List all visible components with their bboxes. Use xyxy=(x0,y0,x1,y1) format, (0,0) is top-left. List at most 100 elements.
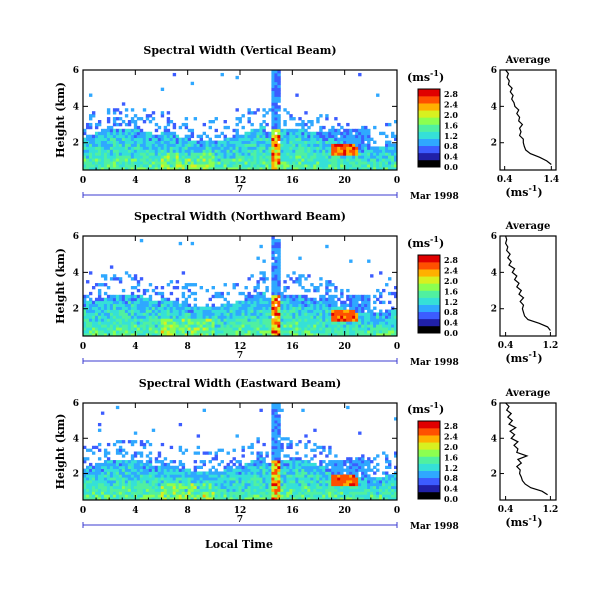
heatmap-cell xyxy=(229,149,233,153)
heatmap-cell xyxy=(196,312,201,316)
heatmap-cell xyxy=(247,158,251,162)
heatmap-cell xyxy=(355,167,359,171)
heatmap-cell xyxy=(142,494,147,498)
heatmap-cell xyxy=(106,300,111,305)
heatmap-cell xyxy=(88,324,93,328)
heatmap-cell xyxy=(298,122,302,127)
heatmap-cell xyxy=(277,125,281,130)
heatmap-cell xyxy=(235,146,239,150)
heatmap-cell xyxy=(172,158,177,162)
heatmap-cell xyxy=(136,131,141,136)
heatmap-cell xyxy=(229,497,233,501)
heatmap-cell xyxy=(94,158,99,162)
heatmap-cell xyxy=(199,155,204,159)
heatmap-cell xyxy=(226,468,230,472)
heatmap-cell xyxy=(97,297,102,302)
heatmap-cell xyxy=(118,468,123,472)
heatmap-cell xyxy=(166,312,171,316)
heatmap-cell xyxy=(262,480,266,484)
heatmap-cell xyxy=(202,152,207,156)
heatmap-cell xyxy=(256,457,260,461)
heatmap-cell xyxy=(349,161,353,165)
heatmap-cell xyxy=(199,158,204,162)
heatmap-cell xyxy=(139,324,144,328)
heatmap-cell xyxy=(274,460,278,464)
heatmap-cell xyxy=(313,312,317,316)
heatmap-cell xyxy=(154,318,159,322)
heatmap-cell xyxy=(286,488,290,492)
heatmap-cell xyxy=(157,300,162,305)
heatmap-cell xyxy=(229,330,233,334)
heatmap-cell xyxy=(373,294,377,299)
heatmap-cell xyxy=(118,474,123,478)
heatmap-cell xyxy=(139,277,144,281)
heatmap-cell xyxy=(136,143,141,147)
heatmap-cell xyxy=(184,161,189,165)
heatmap-cell xyxy=(286,149,290,153)
panel-title: Spectral Width (Vertical Beam) xyxy=(143,44,336,57)
heatmap-cell xyxy=(391,309,395,313)
heatmap-cell xyxy=(127,480,132,484)
heatmap-cell xyxy=(235,108,239,112)
heatmap-cell xyxy=(286,300,290,305)
heatmap-cell xyxy=(361,155,365,159)
heatmap-cell xyxy=(130,120,135,124)
heatmap-cell xyxy=(319,494,323,498)
heatmap-cell xyxy=(94,306,99,310)
heatmap-cell xyxy=(292,330,296,334)
heatmap-cell xyxy=(238,303,242,307)
heatmap-cell xyxy=(235,152,239,156)
heatmap-cell xyxy=(382,471,386,475)
heatmap-cell xyxy=(169,155,174,159)
heatmap-cell xyxy=(340,482,344,487)
heatmap-cell xyxy=(145,300,150,305)
heatmap-cell xyxy=(283,108,287,112)
heatmap-cell xyxy=(115,303,120,307)
heatmap-cell xyxy=(394,454,398,458)
heatmap-cell xyxy=(331,146,335,150)
heatmap-cell xyxy=(181,271,186,275)
heatmap-cell xyxy=(106,140,111,144)
heatmap-cell xyxy=(334,321,338,325)
heatmap-cell xyxy=(247,474,251,478)
heatmap-cell xyxy=(367,137,371,141)
heatmap-cell xyxy=(106,131,111,136)
heatmap-cell xyxy=(292,155,296,159)
heatmap-cell xyxy=(187,283,192,287)
heatmap-cell xyxy=(343,491,347,495)
heatmap-cell xyxy=(83,164,87,168)
heatmap-cell xyxy=(259,137,263,141)
heatmap-cell xyxy=(211,457,215,461)
heatmap-cell xyxy=(304,152,308,156)
heatmap-cell xyxy=(373,315,377,319)
heatmap-cell xyxy=(388,321,392,325)
heatmap-cell xyxy=(244,471,248,475)
heatmap-cell xyxy=(295,462,299,467)
heatmap-cell xyxy=(106,167,111,171)
heatmap-cell xyxy=(358,167,362,171)
heatmap-cell xyxy=(112,468,117,472)
heatmap-cell xyxy=(265,300,269,305)
heatmap-cell xyxy=(208,309,212,313)
heatmap-cell xyxy=(151,491,156,495)
date-label: Mar 1998 xyxy=(410,192,459,202)
heatmap-cell xyxy=(301,161,305,165)
heatmap-cell xyxy=(85,477,90,481)
heatmap-cell xyxy=(88,300,93,305)
heatmap-cell xyxy=(379,300,383,305)
heatmap-cell xyxy=(316,117,320,121)
heatmap-cell xyxy=(115,405,120,410)
profile-y-tick-label: 4 xyxy=(491,434,497,444)
heatmap-cell xyxy=(184,477,189,481)
heatmap-cell xyxy=(286,442,290,447)
heatmap-cell xyxy=(244,327,248,331)
heatmap-cell xyxy=(331,318,335,322)
heatmap-cell xyxy=(208,120,212,124)
heatmap-cell xyxy=(325,143,329,147)
heatmap-cell xyxy=(271,403,275,407)
heatmap-cell xyxy=(298,477,302,481)
heatmap-cell xyxy=(208,315,212,319)
heatmap-cell xyxy=(193,303,198,307)
heatmap-cell xyxy=(226,497,230,501)
heatmap-cell xyxy=(385,164,389,168)
